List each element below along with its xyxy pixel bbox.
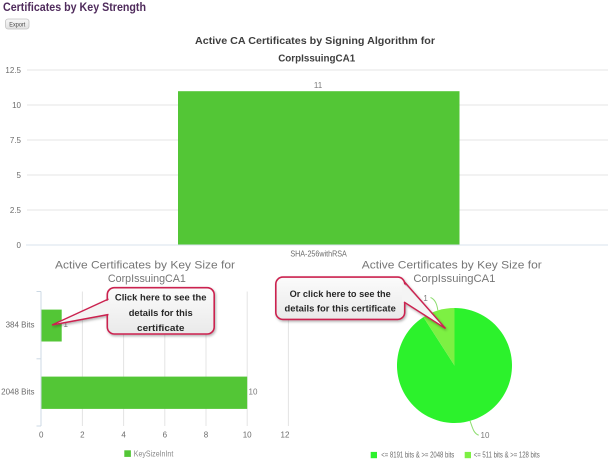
- svg-text:CorpIssuingCA1: CorpIssuingCA1: [413, 273, 495, 285]
- svg-text:5: 5: [17, 171, 22, 180]
- svg-text:6: 6: [163, 431, 168, 440]
- svg-text:8: 8: [204, 431, 209, 440]
- svg-text:0: 0: [39, 431, 44, 440]
- svg-text:certificate: certificate: [137, 323, 184, 334]
- svg-text:2: 2: [80, 431, 85, 440]
- svg-text:2.5: 2.5: [10, 206, 22, 215]
- svg-text:10: 10: [481, 431, 490, 440]
- svg-text:Export: Export: [9, 21, 25, 28]
- svg-text:384 Bits: 384 Bits: [6, 320, 35, 329]
- svg-text:Active CA Certificates by Sign: Active CA Certificates by Signing Algori…: [195, 36, 435, 47]
- svg-text:details for this: details for this: [129, 308, 193, 319]
- svg-text:1: 1: [423, 294, 428, 303]
- svg-text:CorpIssuingCA1: CorpIssuingCA1: [278, 53, 355, 64]
- svg-text:2048 Bits: 2048 Bits: [1, 387, 34, 396]
- svg-text:Active Certificates by Key Siz: Active Certificates by Key Size for: [55, 260, 235, 272]
- svg-text:CorpIssuingCA1: CorpIssuingCA1: [108, 273, 186, 285]
- svg-text:KeySizeInInt: KeySizeInInt: [134, 450, 174, 459]
- svg-text:0: 0: [17, 241, 22, 250]
- svg-text:12.5: 12.5: [5, 66, 21, 75]
- svg-text:<= 8191 bits & >= 2048 bits: <= 8191 bits & >= 2048 bits: [381, 451, 454, 460]
- svg-text:12: 12: [281, 431, 290, 440]
- svg-text:<= 511 bits & >= 128 bits: <= 511 bits & >= 128 bits: [474, 451, 540, 460]
- svg-text:Click here to see the: Click here to see the: [115, 293, 207, 304]
- svg-text:11: 11: [314, 81, 323, 90]
- svg-text:4: 4: [121, 431, 126, 440]
- svg-text:details for this certificate: details for this certificate: [285, 304, 396, 315]
- svg-text:10: 10: [243, 431, 252, 440]
- svg-text:7.5: 7.5: [10, 136, 22, 145]
- svg-text:SHA-256withRSA: SHA-256withRSA: [290, 248, 347, 258]
- svg-text:10: 10: [12, 101, 21, 110]
- svg-text:Certificates by Key Strength: Certificates by Key Strength: [3, 2, 146, 14]
- svg-text:1: 1: [64, 320, 69, 329]
- svg-text:Or click here to see the: Or click here to see the: [290, 289, 391, 300]
- svg-text:10: 10: [249, 388, 258, 397]
- svg-text:Active Certificates by Key Siz: Active Certificates by Key Size for: [362, 260, 542, 272]
